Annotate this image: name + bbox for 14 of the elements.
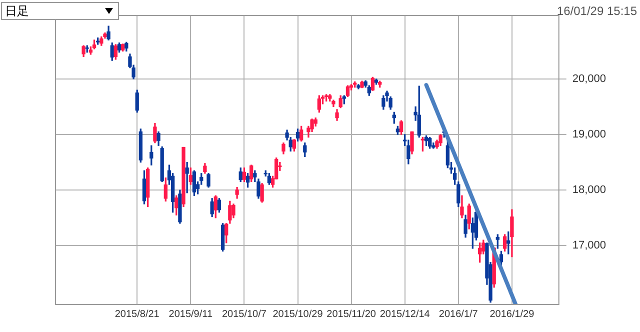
y-tick-label: 20,000 <box>572 72 606 85</box>
y-tick-label: 19,000 <box>572 128 606 141</box>
y-tick-label: 17,000 <box>572 240 606 252</box>
x-tick-label: 2015/10/7 <box>222 308 267 320</box>
x-tick-label: 2015/9/11 <box>168 308 213 320</box>
x-tick-label: 2015/10/29 <box>272 308 324 320</box>
annotation: 16/01/29 15:15 <box>556 4 637 18</box>
dropdown-field: 日足 <box>1 2 119 20</box>
x-tick-label: 2016/1/29 <box>490 308 535 320</box>
x-tick-label: 2015/8/21 <box>114 308 160 320</box>
x-tick-label: 2016/1/7 <box>438 308 478 320</box>
x-tick-label: 2015/12/14 <box>380 308 430 320</box>
x-tick-label: 2015/11/20 <box>326 308 376 320</box>
y-tick-label: 18,000 <box>572 184 606 196</box>
